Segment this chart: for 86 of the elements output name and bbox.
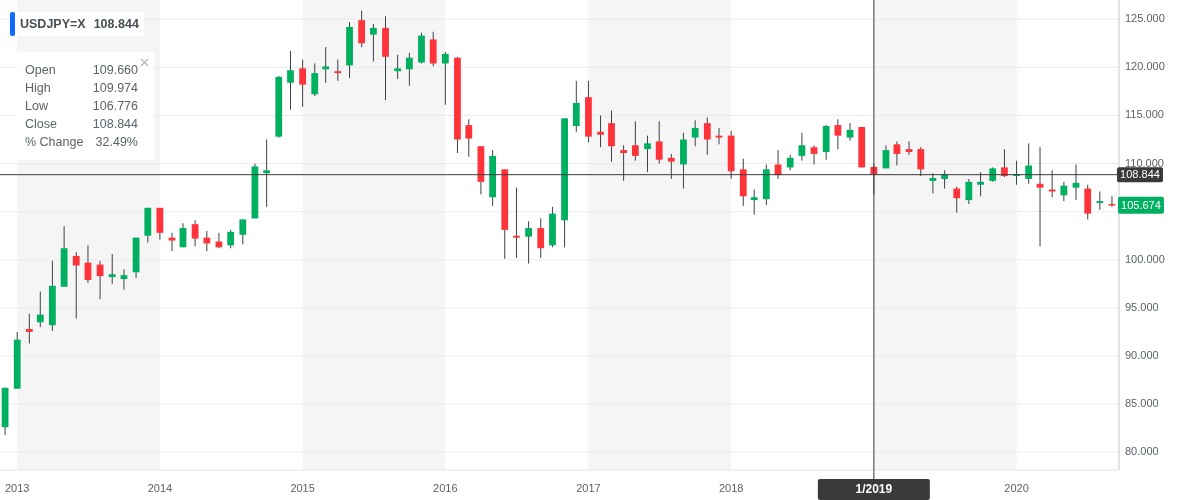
candlestick [108,253,116,285]
x-tick-label: 2018 [718,481,744,494]
candlestick [750,189,758,216]
ref-line-label: 108.844 [1120,168,1160,181]
candlestick [798,132,806,162]
x-tick-label: 2015 [290,481,315,494]
candlestick [644,135,651,173]
candlestick [905,140,913,156]
annotation: % Change [25,135,84,150]
y-tick-label: 80.000 [1125,445,1159,458]
candlestick [1096,190,1104,211]
candlestick [25,313,33,344]
candlestick [168,232,176,252]
candlestick [715,127,723,145]
candlestick [703,116,711,156]
candlestick [691,119,699,147]
candlestick [358,10,366,48]
candlestick [311,63,319,97]
candlestick [405,52,413,87]
annotation: Close [25,117,58,132]
x-tick-label: 2016 [433,481,458,494]
candlestick [1025,142,1033,185]
candlestick [370,23,377,63]
candlestick [655,120,663,165]
candlestick [953,186,961,214]
candlestick [893,140,901,166]
text: USDJPY=X [20,17,87,32]
candlestick [846,122,854,141]
candlestick [465,118,473,158]
y-tick-label: 95.000 [1125,300,1159,313]
candlestick [263,139,271,208]
candlestick [322,46,330,84]
ref-line-label: 1/2019 [855,482,893,497]
candlestick [72,251,80,319]
candlestick [965,178,973,205]
y-tick-label: 90.000 [1125,348,1159,361]
candlestick [36,291,44,328]
candlestick [299,59,307,108]
candlestick [287,50,294,111]
annotation: 32.49% [95,135,138,150]
candlestick [834,118,842,150]
candlestick [120,268,128,291]
candlestick [631,120,639,162]
y-tick-label: 115.000 [1125,108,1164,121]
y-tick-label: 85.000 [1125,397,1159,409]
candlestick [1036,146,1044,247]
candlestick [203,230,211,252]
annotation: 106.776 [92,99,139,114]
candlestick [525,220,533,265]
candlestick [537,217,545,259]
annotation: 105.674 [1121,198,1161,211]
text: 108.844 [93,17,139,32]
x-tick-label: 2020 [1004,481,1029,494]
candlestick [239,218,247,245]
x-tick-label: 2014 [147,481,173,494]
candlestick [917,146,925,177]
candlestick [1060,181,1068,202]
candlestick [608,110,615,163]
candlestick [667,153,675,180]
candlestick [1072,164,1080,201]
candlestick [572,80,580,133]
annotation: 109.660 [92,63,139,78]
candlestick [441,51,449,106]
x-tick-label: 2013 [4,481,30,494]
annotation: High [25,81,51,96]
candlestick [394,54,402,80]
candlestick [513,187,520,259]
candlestick [334,59,342,82]
y-tick-label: 110.000 [1125,156,1164,169]
candlestick [977,171,984,197]
candlestick [191,219,199,247]
annotation: 109.974 [92,81,139,96]
candlestick [929,172,937,194]
x-tick-label: 2017 [576,481,601,494]
candlestick [215,232,223,249]
y-tick-label: 125.000 [1125,12,1165,25]
annotation: Low [25,99,49,114]
candlestick [620,144,628,182]
candlestick [810,144,818,166]
candlestick [227,229,235,249]
y-tick-label: 100.000 [1125,252,1165,265]
candlestick [1001,148,1008,178]
y-tick-label: 120.000 [1125,60,1165,73]
candlestick [597,114,604,148]
annotation: Open [25,63,56,78]
annotation: 108.844 [92,117,139,132]
